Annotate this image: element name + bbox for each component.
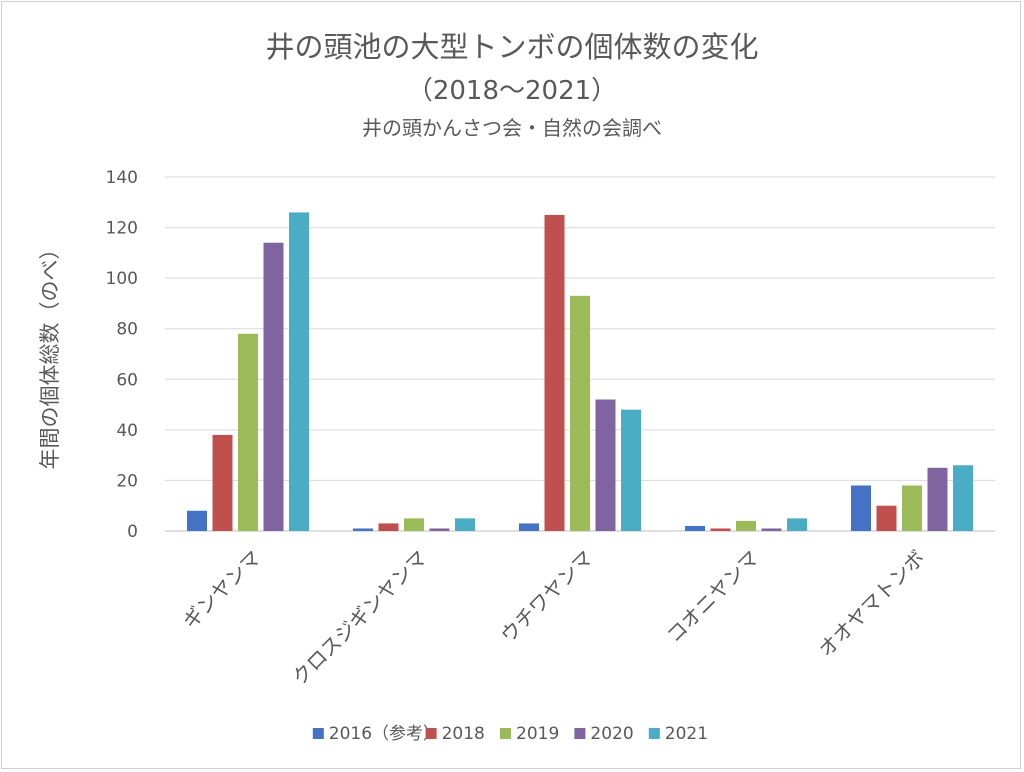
bar-2020-3 [595, 399, 616, 531]
x-category-label: コオニヤンマ [662, 546, 764, 648]
x-axis-labels: ギンヤンマ クロスジギンヤンマ ウチワヤンマ コオニヤンマ オオヤマトンボ [178, 546, 930, 690]
y-tick-label: 60 [116, 370, 138, 390]
bar-2019-3 [570, 295, 590, 531]
chart-subtitle-source: 井の頭かんさつ会・自然の会調べ [362, 116, 662, 140]
x-category-label: クロスジギンヤンマ [287, 546, 431, 690]
chart-subtitle-years: （2018〜2021） [406, 76, 618, 106]
x-category-label: ギンヤンマ [178, 546, 266, 634]
chart-title: 井の頭池の大型トンボの個体数の変化 [265, 30, 759, 64]
legend-swatch [648, 728, 660, 739]
bar-2016-2 [353, 528, 373, 531]
y-tick-label: 120 [106, 219, 138, 239]
bar-2021-1 [289, 212, 309, 531]
bar-2018-2 [378, 523, 399, 531]
bar-2016-1 [187, 510, 207, 531]
legend-swatch [312, 728, 324, 739]
bar-2016-5 [851, 485, 871, 531]
legend-label: 2020 [590, 724, 633, 744]
bar-2021-4 [787, 518, 807, 531]
bar-2020-1 [263, 242, 284, 531]
y-tick-label: 140 [106, 168, 138, 188]
bar-2016-4 [685, 525, 705, 531]
y-tick-label: 80 [116, 320, 138, 340]
legend-label: 2021 [665, 724, 708, 744]
bar-2020-2 [429, 528, 450, 531]
x-category-label: ウチワヤンマ [496, 546, 598, 648]
bar-2019-1 [238, 333, 258, 531]
bar-2018-1 [212, 434, 233, 531]
bar-2021-5 [953, 465, 973, 531]
legend-label: 2018 [442, 724, 485, 744]
bar-2018-5 [876, 505, 897, 531]
legend-swatch [425, 728, 437, 739]
y-axis-label: 年間の個体総数（のべ） [38, 239, 62, 470]
legend: 2016（参考） 2018 2019 2020 2021 [312, 724, 708, 744]
y-tick-label: 100 [106, 269, 138, 289]
x-category-label: オオヤマトンボ [814, 546, 930, 662]
bar-2016-3 [519, 523, 539, 531]
bar-2019-2 [404, 518, 424, 531]
y-tick-label: 40 [116, 421, 138, 441]
bar-2018-4 [710, 528, 731, 531]
bar-2021-2 [455, 518, 475, 531]
y-tick-label: 20 [116, 471, 138, 491]
bar-2018-3 [544, 214, 565, 531]
legend-swatch [574, 728, 586, 739]
legend-label: 2019 [516, 724, 559, 744]
bar-2020-5 [927, 467, 948, 531]
legend-swatch [500, 728, 511, 739]
legend-label: 2016（参考） [329, 724, 440, 744]
bar-2020-4 [761, 528, 782, 531]
bars [187, 212, 973, 531]
y-tick-label: 0 [127, 522, 138, 542]
y-axis-ticks: 0 20 40 60 80 100 120 140 [106, 168, 138, 542]
bar-2021-3 [621, 409, 641, 531]
bar-2019-5 [902, 485, 922, 531]
bar-2019-4 [736, 520, 756, 531]
